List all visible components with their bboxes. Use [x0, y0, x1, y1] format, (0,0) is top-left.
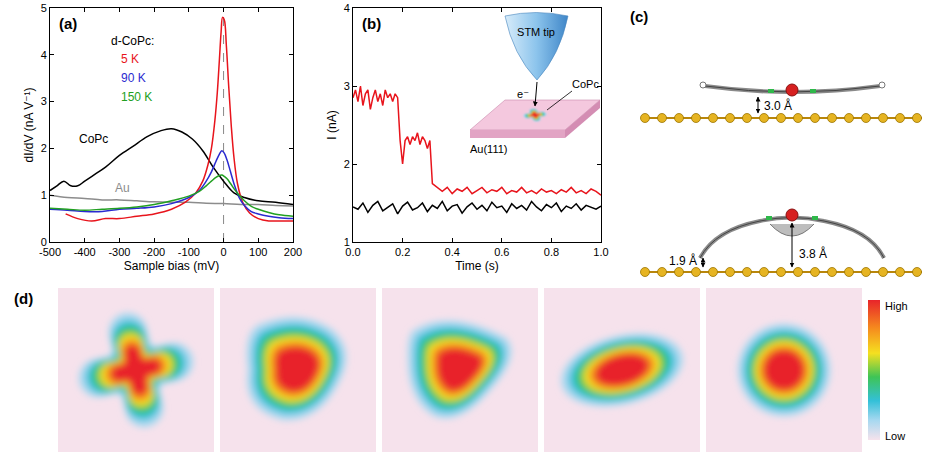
svg-text:(b): (b)	[362, 15, 381, 32]
svg-text:Au(111): Au(111)	[470, 143, 508, 155]
svg-text:2: 2	[344, 158, 350, 170]
svg-text:3: 3	[344, 80, 350, 92]
svg-text:-300: -300	[108, 246, 130, 258]
svg-text:0.0: 0.0	[345, 246, 360, 258]
svg-text:1: 1	[344, 236, 350, 248]
svg-text:CoPc: CoPc	[572, 78, 599, 90]
svg-text:4: 4	[41, 49, 47, 61]
svg-text:4: 4	[344, 2, 350, 14]
svg-text:(a): (a)	[59, 15, 77, 32]
svg-text:0.2: 0.2	[395, 246, 410, 258]
svg-text:150 K: 150 K	[121, 90, 152, 104]
svg-text:5 K: 5 K	[121, 52, 139, 66]
svg-text:0: 0	[221, 246, 227, 258]
svg-text:-500: -500	[39, 246, 61, 258]
svg-text:Sample bias (mV): Sample bias (mV)	[124, 259, 219, 273]
svg-text:3.0 Å: 3.0 Å	[764, 98, 792, 113]
svg-text:100: 100	[249, 246, 267, 258]
svg-text:3.8 Å: 3.8 Å	[799, 246, 827, 261]
svg-text:STM tip: STM tip	[517, 26, 555, 38]
svg-text:Low: Low	[885, 430, 905, 442]
svg-text:3: 3	[41, 95, 47, 107]
svg-text:1.9 Å: 1.9 Å	[669, 253, 697, 268]
svg-text:e⁻: e⁻	[517, 88, 529, 100]
svg-text:0.6: 0.6	[494, 246, 509, 258]
svg-text:Au: Au	[115, 181, 130, 195]
svg-text:90 K: 90 K	[121, 71, 146, 85]
svg-text:CoPc: CoPc	[79, 132, 108, 146]
svg-text:-200: -200	[143, 246, 165, 258]
svg-text:2: 2	[41, 142, 47, 154]
svg-text:Time (s): Time (s)	[455, 259, 499, 273]
svg-text:200: 200	[284, 246, 302, 258]
svg-text:0.8: 0.8	[544, 246, 559, 258]
svg-text:High: High	[885, 300, 908, 312]
svg-text:1: 1	[41, 189, 47, 201]
svg-text:I (nA): I (nA)	[325, 110, 339, 139]
svg-text:d-CoPc:: d-CoPc:	[111, 34, 154, 48]
svg-text:-100: -100	[178, 246, 200, 258]
svg-text:dI/dV (nA V⁻¹): dI/dV (nA V⁻¹)	[22, 87, 36, 162]
svg-text:(d): (d)	[14, 290, 33, 307]
svg-text:-400: -400	[74, 246, 96, 258]
svg-text:0: 0	[41, 236, 47, 248]
svg-text:(c): (c)	[630, 8, 648, 25]
svg-text:1.0: 1.0	[593, 246, 608, 258]
svg-text:5: 5	[41, 2, 47, 14]
svg-text:0.4: 0.4	[445, 246, 460, 258]
